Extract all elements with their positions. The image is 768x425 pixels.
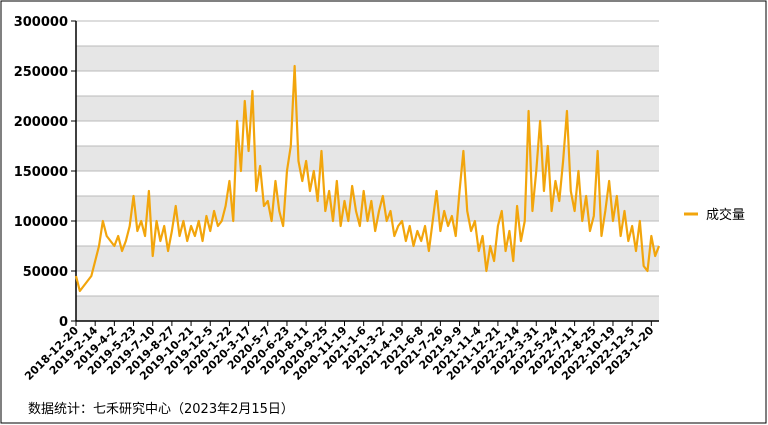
source-note: 数据统计：七禾研究中心（2023年2月15日） xyxy=(28,402,294,417)
grid-band xyxy=(76,146,659,171)
y-tick-label: 0 xyxy=(59,315,68,330)
grid-band xyxy=(76,246,659,271)
grid-band xyxy=(76,46,659,71)
y-tick-label: 100000 xyxy=(14,215,68,230)
y-tick-label: 150000 xyxy=(14,165,68,180)
y-tick-label: 250000 xyxy=(14,65,68,80)
grid-band xyxy=(76,96,659,121)
series-line xyxy=(74,64,661,293)
legend-label: 成交量 xyxy=(706,207,745,223)
y-tick-label: 300000 xyxy=(14,15,68,30)
grid-band xyxy=(76,296,659,321)
y-tick-label: 50000 xyxy=(23,265,68,280)
y-tick-label: 200000 xyxy=(14,115,68,130)
